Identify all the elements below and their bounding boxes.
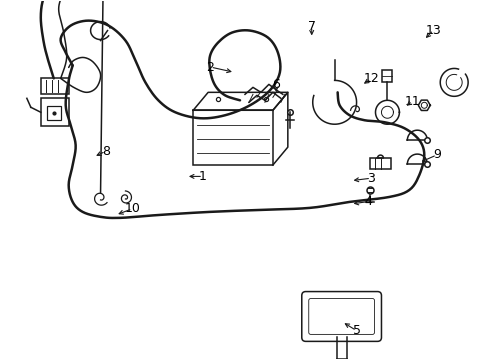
- Text: 2: 2: [206, 60, 214, 73]
- Bar: [193, 110, 272, 165]
- Bar: [47, 106, 61, 120]
- Text: 12: 12: [363, 72, 378, 85]
- Text: 13: 13: [425, 24, 441, 37]
- Text: 11: 11: [404, 95, 420, 108]
- Text: 9: 9: [432, 148, 440, 161]
- Text: 4: 4: [364, 195, 372, 208]
- Text: 10: 10: [124, 202, 140, 215]
- Text: 1: 1: [199, 170, 206, 183]
- Bar: [41, 78, 68, 94]
- Text: 3: 3: [366, 172, 374, 185]
- Bar: [382, 71, 392, 82]
- Text: 7: 7: [307, 20, 315, 33]
- Text: 5: 5: [352, 324, 360, 337]
- Bar: [369, 158, 390, 169]
- Bar: [41, 98, 68, 126]
- Text: 6: 6: [272, 78, 280, 91]
- Text: 8: 8: [102, 145, 109, 158]
